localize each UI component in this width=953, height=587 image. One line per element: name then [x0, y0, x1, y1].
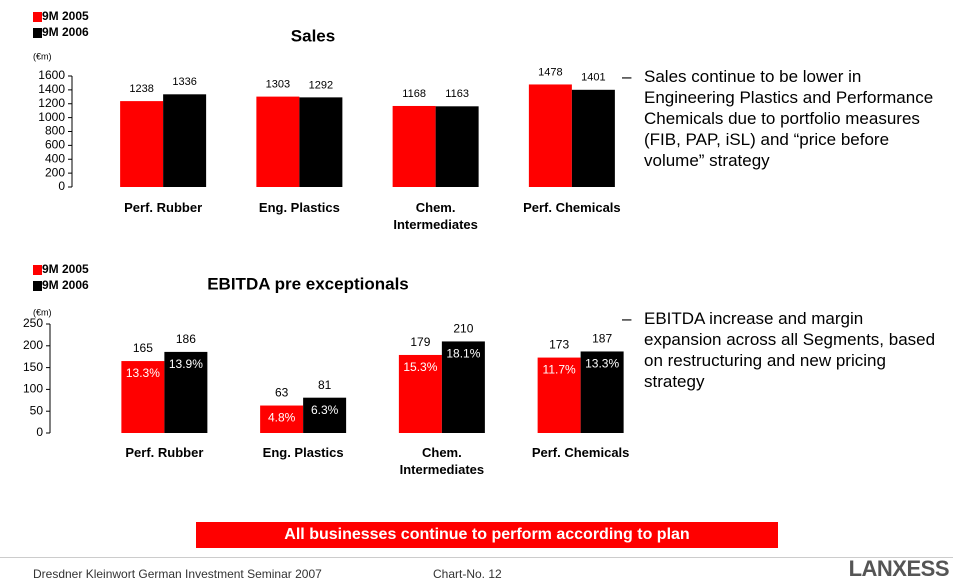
banner: All businesses continue to perform accor… — [196, 522, 778, 548]
y-tick-label: 0 — [58, 179, 65, 193]
chart-number: Chart-No. 12 — [433, 567, 502, 581]
bar — [256, 96, 300, 187]
value-label: 165 — [133, 341, 153, 355]
bar — [299, 97, 343, 187]
chart-title: EBITDA pre exceptionals — [207, 274, 409, 293]
margin-label: 18.1% — [446, 347, 480, 361]
legend-swatch — [33, 12, 42, 22]
margin-label: 13.9% — [169, 357, 203, 371]
y-tick-label: 1600 — [38, 68, 65, 82]
y-tick-label: 100 — [23, 382, 43, 396]
bar — [392, 105, 436, 187]
bullet-text: EBITDA increase and margin expansion acr… — [644, 309, 936, 391]
footer: Dresdner Kleinwort German Investment Sem… — [33, 567, 322, 581]
bar — [435, 106, 479, 187]
logo: LANXESS — [848, 556, 950, 581]
value-label: 1478 — [538, 66, 562, 78]
value-label: 1168 — [402, 88, 426, 100]
bar — [580, 351, 624, 433]
x-tick-label: Perf. Rubber — [124, 200, 203, 215]
value-label: 1303 — [266, 79, 290, 91]
value-label: 63 — [275, 386, 289, 400]
margin-label: 4.8% — [268, 411, 296, 425]
bar — [121, 361, 165, 433]
value-label: 179 — [410, 335, 430, 349]
value-label: 1401 — [581, 72, 605, 84]
margin-label: 13.3% — [585, 357, 619, 371]
bullet-text: Sales continue to be lower in Engineerin… — [644, 67, 934, 170]
y-tick-label: 800 — [45, 124, 65, 138]
value-label: 1238 — [129, 83, 153, 95]
margin-label: 15.3% — [403, 360, 437, 374]
y-tick-label: 50 — [30, 403, 44, 417]
bar — [163, 94, 207, 187]
bar — [398, 354, 442, 433]
x-tick-label: Perf. Chemicals — [523, 200, 621, 215]
y-tick-label: 200 — [45, 165, 65, 179]
value-label: 186 — [176, 332, 196, 346]
legend-swatch — [33, 265, 42, 275]
bar — [537, 357, 581, 433]
value-label: 1292 — [309, 79, 333, 91]
x-tick-label: Eng. Plastics — [262, 445, 344, 460]
value-label: 187 — [592, 332, 612, 346]
legend-swatch — [33, 28, 42, 38]
x-tick-label: Chem. Intermediates — [399, 445, 485, 477]
unit-label: (€m) — [33, 51, 52, 61]
footer-rule — [0, 557, 953, 558]
margin-label: 6.3% — [311, 403, 339, 417]
margin-label: 11.7% — [543, 363, 576, 377]
x-tick-label: Eng. Plastics — [258, 200, 340, 215]
x-tick-label: Perf. Rubber — [125, 445, 204, 460]
y-tick-label: 1200 — [38, 96, 65, 110]
value-label: 210 — [453, 322, 473, 336]
y-tick-label: 400 — [45, 151, 65, 165]
y-tick-label: 250 — [23, 316, 43, 330]
bar — [164, 351, 208, 433]
unit-label: (€m) — [33, 307, 52, 317]
value-label: 1163 — [445, 88, 469, 100]
y-tick-label: 200 — [23, 338, 43, 352]
bar — [441, 341, 485, 433]
bar — [571, 89, 615, 187]
margin-label: 13.3% — [126, 366, 160, 380]
x-tick-label: Perf. Chemicals — [531, 445, 630, 460]
value-label: 81 — [318, 378, 332, 392]
chart-title: Sales — [291, 26, 335, 45]
y-tick-label: 150 — [23, 360, 43, 374]
legend-label: 9M 2006 — [42, 278, 89, 292]
bar — [528, 84, 572, 187]
bar — [260, 405, 304, 433]
value-label: 173 — [549, 338, 569, 352]
y-tick-label: 1000 — [38, 110, 65, 124]
bullet: – Sales continue to be lower in Engineeri… — [622, 66, 942, 171]
bar — [303, 397, 347, 433]
y-tick-label: 1400 — [38, 82, 65, 96]
legend-label: 9M 2005 — [42, 262, 89, 276]
bullet: – EBITDA increase and margin expansion ac… — [622, 308, 942, 392]
bar — [120, 101, 164, 187]
y-tick-label: 0 — [36, 425, 43, 439]
y-tick-label: 600 — [45, 138, 65, 152]
value-label: 1336 — [172, 76, 196, 88]
legend-label: 9M 2005 — [42, 9, 89, 23]
legend-swatch — [33, 281, 42, 291]
legend-label: 9M 2006 — [42, 25, 89, 39]
x-tick-label: Chem. Intermediates — [393, 200, 478, 232]
